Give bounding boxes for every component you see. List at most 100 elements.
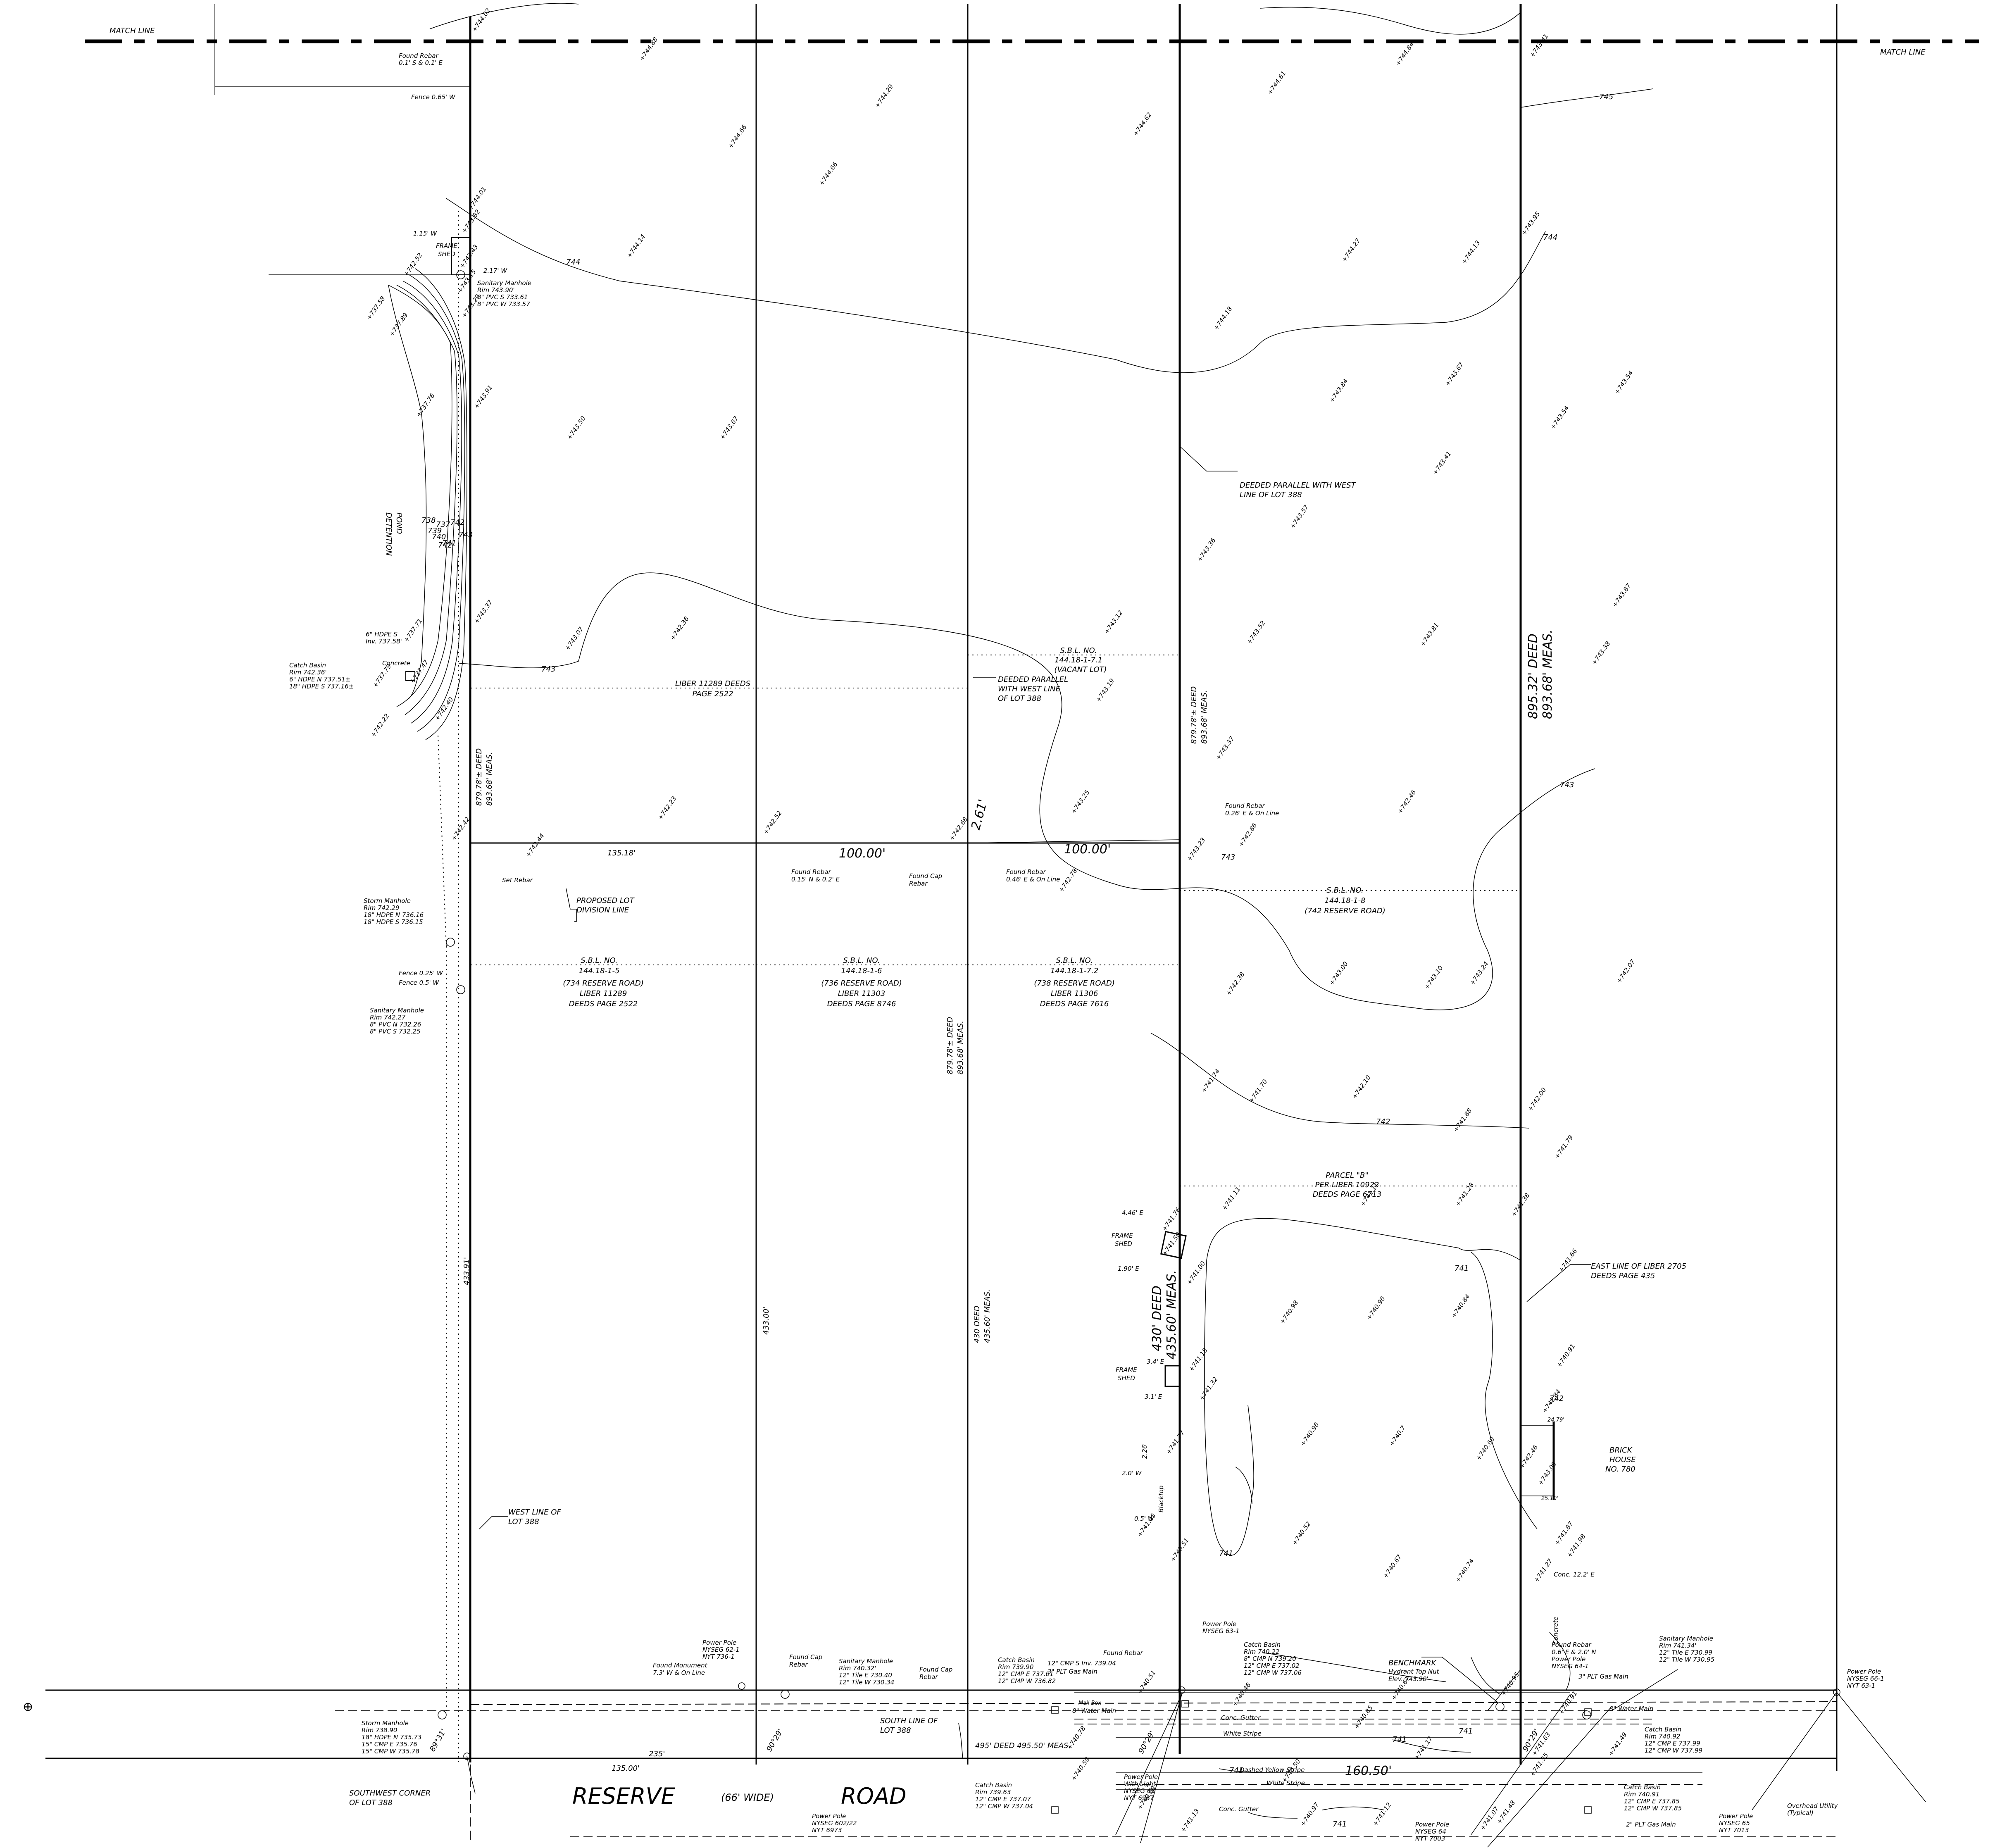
spot-elevation: +740.67 [1382, 1553, 1403, 1579]
brick-house-3: NO. 780 [1605, 1465, 1635, 1474]
blacktop: Blacktop [1157, 1486, 1165, 1512]
hdpe-pond-2: Inv. 737.58' [366, 638, 402, 645]
spot-elevation: +743.38 [1590, 640, 1612, 667]
overhead-1: Overhead Utility [1787, 1802, 1838, 1810]
spot-elevation: +740.46 [1231, 1681, 1252, 1708]
frame-shed-north-2: SHED [438, 250, 455, 258]
spot-elevation: +743.95 [1520, 210, 1542, 237]
hdpe-pond-1: 6" HDPE S [366, 631, 398, 638]
spot-elevation: +740.85 [1353, 1704, 1374, 1731]
liber-north-line2: PAGE 2522 [692, 690, 733, 698]
cb-s2-5: 12" CMP W 737.06 [1244, 1669, 1302, 1677]
spot-elevation: +742.40 [433, 696, 455, 722]
stm-sw-2: Rim 738.90 [362, 1727, 397, 1734]
spot-elevation: +740.91 [1555, 1343, 1577, 1369]
offset-226: 2.26' [1141, 1443, 1148, 1459]
offset-labels: 1.15' W 2.17' W 4.46' E 1.90' E 3.4' E 3… [413, 230, 1164, 1522]
road-name-reserve: RESERVE [572, 1783, 675, 1809]
smh-s-2: Rim 740.32' [839, 1665, 876, 1672]
contour-744b: 744 [1543, 233, 1557, 242]
pp-light-2: With Light [1124, 1780, 1156, 1788]
lot-736-liber: LIBER 11303 [838, 989, 886, 998]
offset-05: 0.5' W [1134, 1515, 1155, 1522]
dim-house-2479: 24.79' [1547, 1417, 1564, 1423]
contour-741c: 741 [1459, 1727, 1473, 1736]
cb-s2-4: 12" CMP E 737.02 [1244, 1662, 1300, 1669]
cb-s2-2: Rim 740.22 [1244, 1648, 1279, 1655]
smh-mid-1: Sanitary Manhole [370, 1007, 424, 1014]
dim-235: 235' [649, 1750, 665, 1758]
found-rebar-mid-1: Found Rebar [791, 868, 831, 876]
dim-430s-meas: 435.60' MEAS. [983, 1289, 992, 1343]
dim-100-a: 100.00' [839, 846, 886, 861]
hydrant-icon [1495, 1702, 1505, 1711]
sw-corner-line1: SOUTHWEST CORNER [349, 1789, 431, 1798]
pp7003-1: Power Pole [1415, 1821, 1449, 1828]
offset-115: 1.15' W [413, 230, 437, 237]
spot-elevation: +743.15 [456, 268, 478, 295]
dim-879-a-meas: 893.68' MEAS. [485, 752, 494, 806]
spot-elevation: +741.18 [1188, 1347, 1209, 1373]
lot-742-address: (742 RESERVE ROAD) [1305, 907, 1386, 915]
spot-elevation: +740.74 [1454, 1557, 1476, 1584]
dim-495: 495' DEED 495.50' MEAS. [975, 1741, 1071, 1750]
angle-4: 89°31' [428, 1727, 448, 1753]
gas-se: 2" PLT Gas Main [1626, 1821, 1676, 1828]
white-stripe-1: White Stripe [1223, 1730, 1262, 1737]
pp602-1: Power Pole [812, 1812, 846, 1820]
dim-160-50: 160.50' [1345, 1764, 1392, 1778]
found-cap-mid-1: Found Cap [909, 872, 942, 880]
spot-elevation: +742.00 [1526, 1086, 1548, 1113]
spot-elevation: +742.46 [1396, 789, 1418, 815]
monument-labels: Found Rebar 0.1' S & 0.1' E Fence 0.65' … [399, 52, 1596, 1681]
gas-s: 3" PLT Gas Main [1047, 1668, 1097, 1675]
south-line-line1: SOUTH LINE OF [880, 1717, 938, 1725]
found-monument-2: 7.3' W & On Line [653, 1669, 705, 1677]
match-line-label-right: MATCH LINE [1880, 48, 1926, 57]
spot-elevation: +742.52 [402, 252, 424, 278]
spot-elevation: +741.88 [1452, 1107, 1474, 1134]
contour-743b: 743 [1560, 781, 1574, 789]
dim-100-b: 100.00' [1064, 842, 1111, 857]
spot-elevation: +744.62 [1132, 111, 1153, 138]
fence-top: Fence 0.65' W [411, 93, 456, 101]
dim-895-meas: 893.68' MEAS. [1540, 629, 1555, 719]
spot-elevation: +743.36 [1196, 537, 1217, 563]
smh-s-3: 12" Tile E 730.40 [839, 1672, 892, 1679]
spot-elevation: +741.77 [1165, 1429, 1186, 1455]
dim-430s-deed: 430 DEED [973, 1305, 981, 1343]
dim-430-deed: 430' DEED [1150, 1286, 1164, 1351]
contour-745: 745 [1599, 93, 1613, 101]
dim-895-deed: 895.32' DEED [1526, 633, 1540, 719]
spot-elevation: +740.95 [1500, 1671, 1521, 1698]
spot-elevation: +740.97 [1299, 1801, 1321, 1827]
lot-vacant-number: 144.18-1-7.1 [1055, 656, 1102, 664]
angle-1: 90°29' [765, 1727, 785, 1753]
found-rebar-ne-1: Found Rebar [1225, 802, 1265, 810]
spot-elevation: +743.37 [1214, 735, 1236, 761]
spot-elevation: +741.55 [1528, 1752, 1550, 1778]
smh-e-2: Rim 741.34' [1659, 1642, 1697, 1649]
cb-e2-2: Rim 740.91 [1624, 1791, 1659, 1798]
brick-house-2: HOUSE [1609, 1455, 1636, 1464]
cb-s1-2: Rim 739.90 [998, 1663, 1033, 1671]
spot-elevation: +737.58 [365, 295, 387, 321]
north-arrow-icon: ⊕ [23, 1700, 33, 1714]
spot-elevation: +740.52 [1291, 1520, 1312, 1547]
spot-elevation: +743.24 [1469, 960, 1490, 987]
contour-741: 741 [1455, 1264, 1469, 1273]
smh-e-1: Sanitary Manhole [1659, 1635, 1713, 1642]
sanitary-manhole-s-icon [781, 1690, 790, 1699]
lot-742-number: 144.18-1-8 [1325, 896, 1366, 905]
frame-shed-north-1: FRAME [436, 242, 457, 250]
east-line-line2: DEEDS PAGE 435 [1591, 1272, 1655, 1280]
cb-e1-3: 12" CMP E 737.99 [1645, 1740, 1700, 1747]
sw-corner-line2: OF LOT 388 [349, 1798, 393, 1807]
contour-737: 737 [436, 520, 450, 529]
spot-elevations: +744.02+744.88+744.29+744.66+744.66+744.… [365, 7, 1637, 1834]
cb-e2-4: 12" CMP W 737.85 [1624, 1805, 1682, 1812]
spot-elevation: +742.44 [524, 832, 546, 859]
found-cap-s2-1: Found Cap [919, 1666, 952, 1673]
smh-mid-4: 8" PVC S 732.25 [370, 1028, 421, 1035]
